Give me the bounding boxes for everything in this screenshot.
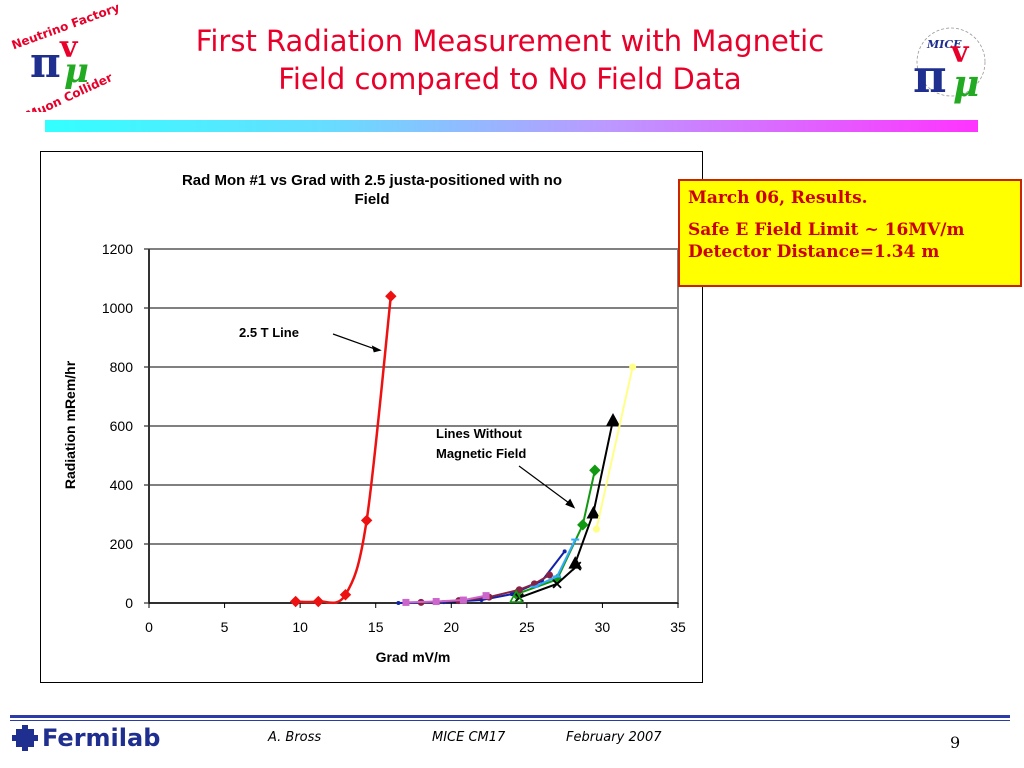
footer-author: A. Bross xyxy=(268,730,322,745)
y-tick-label: 0 xyxy=(125,595,133,611)
data-point xyxy=(586,505,601,519)
x-tick-label: 35 xyxy=(670,619,686,635)
chart-title-line-2: Field xyxy=(354,191,389,208)
y-axis-label: Radiation mRem/hr xyxy=(62,360,78,489)
fermilab-logo: Fermilab xyxy=(12,724,160,752)
x-tick-label: 20 xyxy=(443,619,459,635)
chart-frame: Rad Mon #1 vs Grad with 2.5 justa-positi… xyxy=(40,151,703,683)
mice-logo-label: MICE xyxy=(926,38,962,51)
footer-event: MICE CM17 xyxy=(432,730,506,745)
series-line xyxy=(398,550,566,604)
svg-text:v: v xyxy=(950,35,970,70)
fermilab-mark-icon xyxy=(12,725,38,751)
annotation-arrow xyxy=(518,465,572,506)
y-tick-label: 400 xyxy=(110,477,134,493)
slide-title-line-1: First Radiation Measurement with Magneti… xyxy=(195,24,825,58)
data-point xyxy=(289,595,302,608)
mice-logo: MICE π v μ xyxy=(905,18,997,106)
radiation-chart: Rad Mon #1 vs Grad with 2.5 justa-positi… xyxy=(62,172,686,665)
svg-text:π: π xyxy=(30,38,61,87)
data-point xyxy=(339,589,352,601)
page-number: 9 xyxy=(950,733,961,752)
x-tick-label: 5 xyxy=(221,619,229,635)
data-point xyxy=(509,592,514,597)
slide-title: First Radiation Measurement with Magneti… xyxy=(130,22,890,98)
data-point xyxy=(546,571,554,579)
svg-text:v: v xyxy=(59,30,79,65)
results-callout: March 06, Results. Safe E Field Limit ~ … xyxy=(678,179,1022,287)
svg-text:π: π xyxy=(913,49,947,103)
series-line xyxy=(595,366,634,530)
data-point xyxy=(577,519,589,531)
footer-rule-thick xyxy=(10,715,1010,718)
svg-text:μ: μ xyxy=(64,51,89,91)
data-point xyxy=(606,413,620,426)
data-point xyxy=(385,290,397,302)
neutrino-factory-logo: Neutrino Factory Muon Collider π v μ xyxy=(8,0,126,122)
callout-line-1: March 06, Results. xyxy=(688,188,868,208)
x-tick-label: 0 xyxy=(145,619,153,635)
annotation-no-field-line-1: Lines Without xyxy=(436,426,522,441)
title-divider-bar xyxy=(45,120,978,132)
x-tick-label: 10 xyxy=(292,619,308,635)
data-point xyxy=(459,596,467,604)
footer-rule-thin xyxy=(10,720,1010,721)
callout-line-3: Detector Distance=1.34 m xyxy=(688,242,940,262)
data-point xyxy=(482,592,490,600)
series-line xyxy=(574,419,614,564)
x-tick-label: 25 xyxy=(519,619,535,635)
series-line xyxy=(405,594,487,604)
annotation-arrowhead xyxy=(565,498,576,509)
annotation-arrowhead xyxy=(371,345,382,353)
y-tick-label: 800 xyxy=(110,359,134,375)
annotation-2-5t-line: 2.5 T Line xyxy=(239,325,299,340)
x-tick-label: 15 xyxy=(368,619,384,635)
data-point xyxy=(432,598,440,606)
callout-line-2: Safe E Field Limit ~ 16MV/m xyxy=(688,220,965,240)
data-point xyxy=(592,525,600,533)
svg-text:μ: μ xyxy=(953,63,979,105)
data-point xyxy=(629,363,637,371)
data-point xyxy=(360,514,373,527)
data-point xyxy=(508,589,524,603)
chart-title-line-1: Rad Mon #1 vs Grad with 2.5 justa-positi… xyxy=(182,172,562,189)
y-tick-label: 1000 xyxy=(102,300,133,316)
y-tick-label: 600 xyxy=(110,418,134,434)
series-line xyxy=(295,296,393,605)
y-tick-label: 1200 xyxy=(102,241,133,257)
data-point xyxy=(396,601,401,605)
x-axis-label: Grad mV/m xyxy=(376,649,451,665)
annotation-arrow xyxy=(332,333,376,350)
data-point xyxy=(589,464,601,476)
data-point xyxy=(562,549,567,554)
footer-date: February 2007 xyxy=(566,730,662,745)
slide-title-line-2: Field compared to No Field Data xyxy=(278,62,742,96)
annotation-no-field-line-2: Magnetic Field xyxy=(436,446,526,461)
data-point xyxy=(572,561,582,571)
y-tick-label: 200 xyxy=(110,536,134,552)
x-tick-label: 30 xyxy=(595,619,611,635)
data-point xyxy=(552,579,562,589)
data-point xyxy=(402,598,410,606)
fermilab-wordmark: Fermilab xyxy=(42,724,161,752)
data-point xyxy=(312,595,324,608)
